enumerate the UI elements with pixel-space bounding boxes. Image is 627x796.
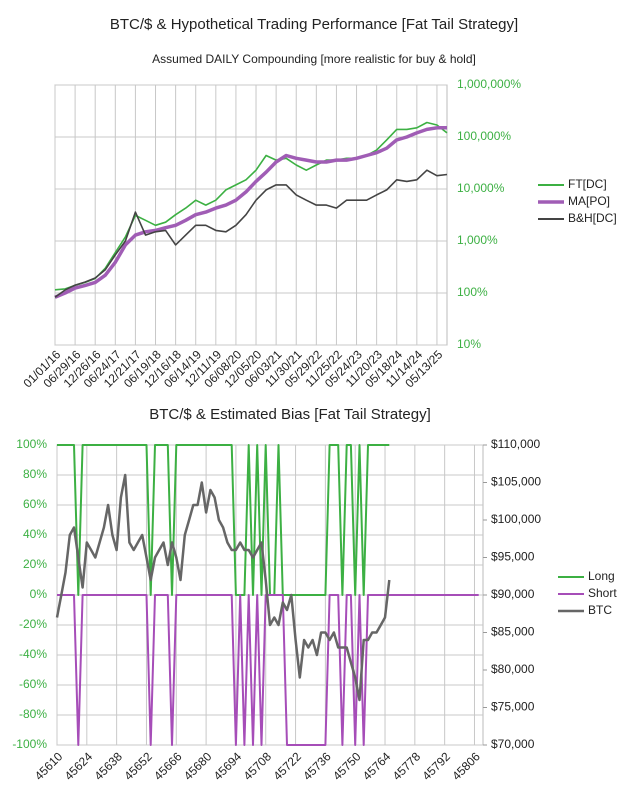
y-tick-label: 10,000% <box>457 181 505 195</box>
y-tick-label: 80% <box>23 467 47 481</box>
y2-tick-label: $80,000 <box>491 662 535 676</box>
y-tick-label: 1,000,000% <box>457 77 521 91</box>
y-tick-label: 1,000% <box>457 233 498 247</box>
y2-tick-label: $105,000 <box>491 475 541 489</box>
y2-tick-label: $90,000 <box>491 587 535 601</box>
y-tick-label: 10% <box>457 337 481 351</box>
legend-label: B&H[DC] <box>568 211 617 225</box>
series-line <box>54 121 448 291</box>
y-tick-label: -60% <box>19 677 47 691</box>
y-tick-label: -20% <box>19 617 47 631</box>
y-tick-label: 60% <box>23 497 47 511</box>
y-tick-label: 100,000% <box>457 129 511 143</box>
series-line <box>54 126 447 299</box>
y-tick-label: 0% <box>30 587 48 601</box>
y-tick-label: -100% <box>12 737 47 751</box>
chart-subtitle: Assumed DAILY Compounding [more realisti… <box>152 52 476 66</box>
legend-label: MA[PO] <box>568 194 610 208</box>
y2-tick-label: $75,000 <box>491 700 535 714</box>
legend-label: BTC <box>588 603 612 617</box>
y2-tick-label: $100,000 <box>491 512 541 526</box>
y2-tick-label: $95,000 <box>491 550 535 564</box>
y-tick-label: 40% <box>23 527 47 541</box>
y2-tick-label: $85,000 <box>491 625 535 639</box>
legend-label: FT[DC] <box>568 177 607 191</box>
y-tick-label: 20% <box>23 557 47 571</box>
y2-tick-label: $70,000 <box>491 737 535 751</box>
y-tick-label: 100% <box>16 437 47 451</box>
y-tick-label: 100% <box>457 285 488 299</box>
series-line <box>57 444 390 596</box>
y-tick-label: -40% <box>19 647 47 661</box>
y2-tick-label: $110,000 <box>491 437 540 451</box>
chart-title: BTC/$ & Hypothetical Trading Performance… <box>110 16 518 33</box>
legend-label: Long <box>588 569 615 583</box>
legend-label: Short <box>588 586 617 600</box>
series-line <box>55 473 391 702</box>
y-tick-label: -80% <box>19 707 47 721</box>
chart-title: BTC/$ & Estimated Bias [Fat Tail Strateg… <box>149 406 431 423</box>
series-line <box>54 169 448 298</box>
